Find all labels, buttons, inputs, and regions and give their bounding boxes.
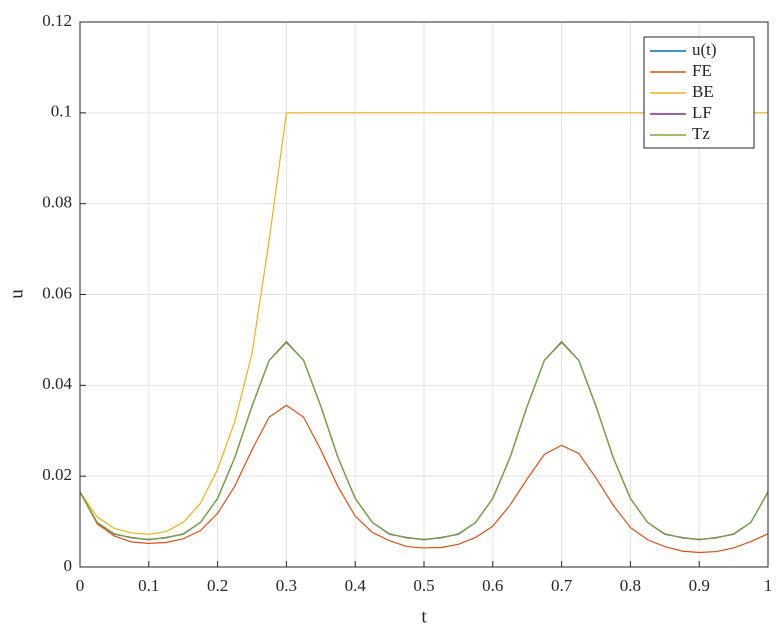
- axes-frame: [79, 21, 769, 568]
- y-tick-label: 0.04: [42, 374, 72, 393]
- x-tick-label: 1: [764, 576, 773, 595]
- legend-label: Tz: [692, 124, 710, 143]
- y-tick-label: 0.08: [42, 193, 72, 212]
- series-line: [79, 341, 769, 540]
- y-axis-label: u: [6, 289, 27, 299]
- legend: u(t) FE BE LF Tz: [643, 36, 755, 149]
- x-tick-label: 0: [76, 576, 85, 595]
- x-tick-label: 0.1: [138, 576, 159, 595]
- y-tick-label: 0.1: [51, 102, 72, 121]
- x-tick-label: 0.9: [689, 576, 710, 595]
- y-tick-label: 0.02: [42, 465, 72, 484]
- y-tick-label: 0: [64, 556, 73, 575]
- x-tick-label: 0.7: [551, 576, 573, 595]
- legend-label: BE: [692, 82, 714, 101]
- x-tick-label: 0.8: [620, 576, 641, 595]
- x-tick-label: 0.6: [482, 576, 503, 595]
- y-tick-label: 0.12: [42, 11, 72, 30]
- x-tick-label: 0.3: [276, 576, 297, 595]
- x-tick-label: 0.4: [345, 576, 367, 595]
- legend-label: u(t): [692, 40, 717, 59]
- x-axis-label: t: [421, 606, 427, 627]
- legend-label: LF: [692, 103, 712, 122]
- x-tick-label: 0.5: [413, 576, 434, 595]
- series-line: [79, 404, 769, 554]
- x-tick-label: 0.2: [207, 576, 228, 595]
- legend-label: FE: [692, 61, 712, 80]
- y-tick-label: 0.06: [42, 283, 72, 302]
